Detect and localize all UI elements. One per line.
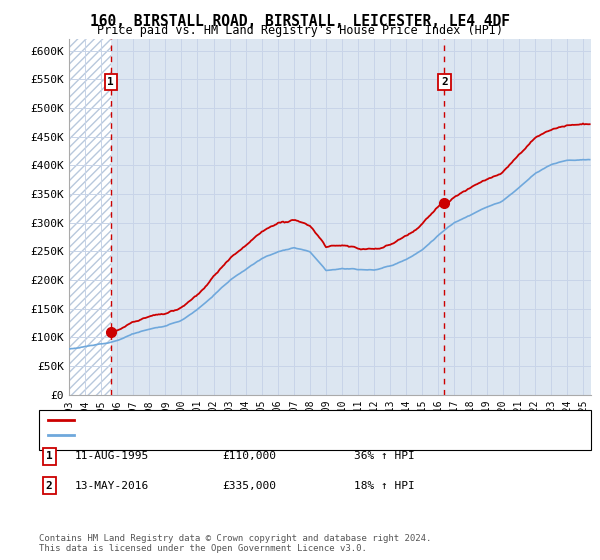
Text: 36% ↑ HPI: 36% ↑ HPI [354,451,415,461]
Text: 160, BIRSTALL ROAD, BIRSTALL, LEICESTER, LE4 4DF (detached house): 160, BIRSTALL ROAD, BIRSTALL, LEICESTER,… [78,415,484,425]
Text: 1: 1 [46,451,53,461]
Text: 18% ↑ HPI: 18% ↑ HPI [354,480,415,491]
Text: 160, BIRSTALL ROAD, BIRSTALL, LEICESTER, LE4 4DF: 160, BIRSTALL ROAD, BIRSTALL, LEICESTER,… [90,14,510,29]
Text: 2: 2 [441,77,448,87]
Text: £110,000: £110,000 [222,451,276,461]
Text: HPI: Average price, detached house, Charnwood: HPI: Average price, detached house, Char… [78,430,359,440]
Text: 11-AUG-1995: 11-AUG-1995 [75,451,149,461]
Text: Contains HM Land Registry data © Crown copyright and database right 2024.
This d: Contains HM Land Registry data © Crown c… [39,534,431,553]
Text: £335,000: £335,000 [222,480,276,491]
Text: Price paid vs. HM Land Registry's House Price Index (HPI): Price paid vs. HM Land Registry's House … [97,24,503,37]
Text: 1: 1 [107,77,114,87]
Text: 2: 2 [46,480,53,491]
Text: 13-MAY-2016: 13-MAY-2016 [75,480,149,491]
